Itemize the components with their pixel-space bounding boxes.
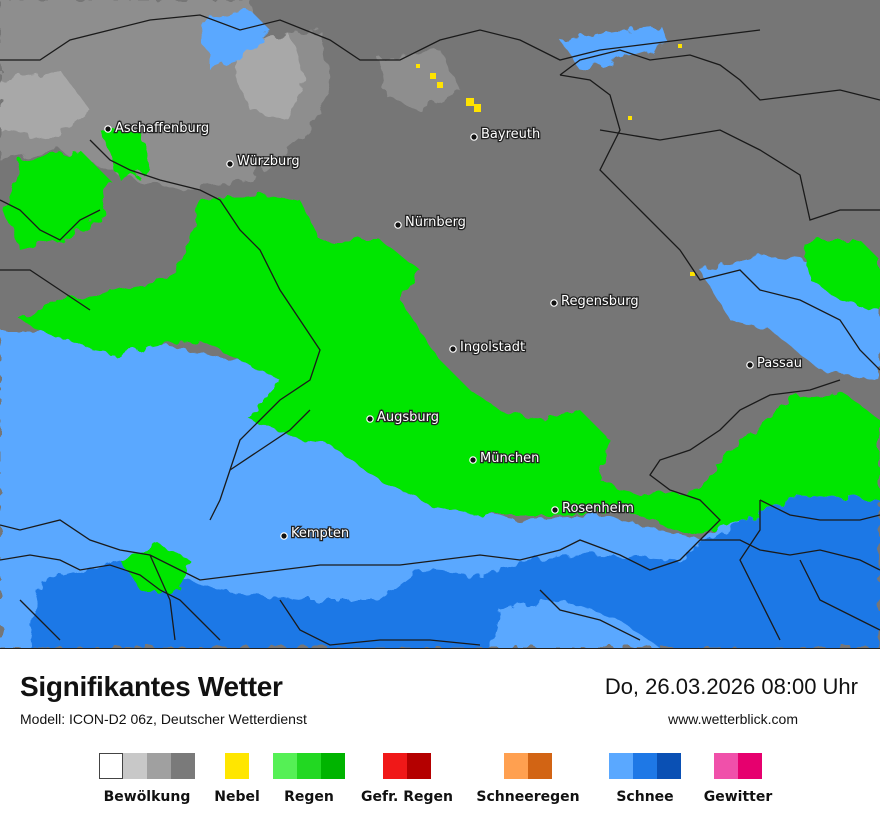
legend: Bewölkung Nebel Regen Gefr. Regen Schneerege… xyxy=(0,753,880,823)
city-augsburg[interactable]: Augsburg xyxy=(366,409,440,426)
forecast-datetime: Do, 26.03.2026 08:00 Uhr xyxy=(604,674,858,699)
city-dot-icon xyxy=(469,456,477,464)
legend-label: Nebel xyxy=(214,789,260,805)
legend-swatches xyxy=(704,753,773,779)
legend-swatches xyxy=(361,753,453,779)
legend-swatch xyxy=(737,753,762,779)
legend-swatch xyxy=(407,753,431,779)
model-source: Modell: ICON-D2 06z, Deutscher Wetterdie… xyxy=(20,711,307,727)
legend-swatches xyxy=(476,753,579,779)
snow-area-mid xyxy=(30,495,880,648)
legend-group-5: Schnee xyxy=(609,753,681,805)
legend-swatch xyxy=(297,753,321,779)
city-dot-icon xyxy=(470,133,478,141)
legend-label: Regen xyxy=(284,789,334,805)
legend-swatch xyxy=(713,753,738,779)
city-dot-icon xyxy=(226,160,234,168)
city-label: Regensburg xyxy=(561,294,639,309)
legend-swatch xyxy=(147,753,171,779)
legend-swatch xyxy=(527,753,552,779)
legend-swatch xyxy=(99,753,123,779)
city-wuerzburg[interactable]: Würzburg xyxy=(226,153,301,170)
legend-swatch xyxy=(321,753,345,779)
city-label: Würzburg xyxy=(237,154,300,169)
legend-group-4: Schneeregen xyxy=(476,753,580,805)
legend-label: Schnee xyxy=(616,789,674,805)
website-link[interactable]: www.wetterblick.com xyxy=(668,711,798,727)
city-label: Ingolstadt xyxy=(460,340,525,355)
city-label: Rosenheim xyxy=(562,501,634,516)
legend-swatch xyxy=(657,753,681,779)
weather-map: Aschaffenburg Würzburg Bayreuth Nürnberg… xyxy=(0,0,880,649)
city-bayreuth[interactable]: Bayreuth xyxy=(470,126,542,143)
legend-label: Schneeregen xyxy=(476,789,580,805)
city-aschaffenburg[interactable]: Aschaffenburg xyxy=(104,120,210,137)
city-dot-icon xyxy=(104,125,112,133)
legend-swatch xyxy=(123,753,147,779)
legend-label: Gewitter xyxy=(703,789,773,805)
legend-group-0: Bewölkung xyxy=(99,753,195,805)
city-dot-icon xyxy=(449,345,457,353)
city-dot-icon xyxy=(550,299,558,307)
city-regensburg[interactable]: Regensburg xyxy=(550,293,640,310)
city-label: Bayreuth xyxy=(481,127,540,142)
legend-swatches xyxy=(273,753,345,779)
city-passau[interactable]: Passau xyxy=(746,355,803,372)
city-nuernberg[interactable]: Nürnberg xyxy=(394,214,467,231)
legend-swatch xyxy=(503,753,528,779)
map-footer: Signifikantes Wetter Modell: ICON-D2 06z… xyxy=(0,649,880,830)
legend-swatches xyxy=(99,753,195,779)
city-dot-icon xyxy=(280,532,288,540)
legend-swatches xyxy=(609,753,681,779)
legend-label: Bewölkung xyxy=(103,789,191,805)
city-kempten[interactable]: Kempten xyxy=(280,525,350,542)
legend-group-6: Gewitter xyxy=(703,753,773,805)
city-label: Aschaffenburg xyxy=(115,121,209,136)
city-muenchen[interactable]: München xyxy=(469,450,541,467)
city-ingolstadt[interactable]: Ingolstadt xyxy=(449,339,526,356)
city-dot-icon xyxy=(366,415,374,423)
map-title: Signifikantes Wetter xyxy=(20,671,283,702)
city-dot-icon xyxy=(746,361,754,369)
legend-swatch xyxy=(609,753,633,779)
legend-swatch xyxy=(383,753,407,779)
city-dot-icon xyxy=(551,506,559,514)
city-rosenheim[interactable]: Rosenheim xyxy=(551,500,635,517)
legend-swatches xyxy=(214,753,260,779)
city-markers: Aschaffenburg Würzburg Bayreuth Nürnberg… xyxy=(104,120,803,542)
legend-group-2: Regen xyxy=(273,753,345,805)
city-label: Passau xyxy=(757,356,802,371)
legend-swatch xyxy=(273,753,297,779)
city-label: Nürnberg xyxy=(405,215,466,230)
city-label: Kempten xyxy=(291,526,349,541)
legend-group-3: Gefr. Regen xyxy=(361,753,453,805)
border-lines xyxy=(0,14,880,646)
legend-group-1: Nebel xyxy=(214,753,260,805)
fog-area xyxy=(416,44,695,276)
city-label: München xyxy=(480,451,539,466)
legend-swatch xyxy=(171,753,195,779)
legend-swatch xyxy=(225,753,249,779)
city-label: Augsburg xyxy=(377,410,439,425)
legend-label: Gefr. Regen xyxy=(361,789,453,805)
city-dot-icon xyxy=(394,221,402,229)
legend-swatch xyxy=(633,753,657,779)
